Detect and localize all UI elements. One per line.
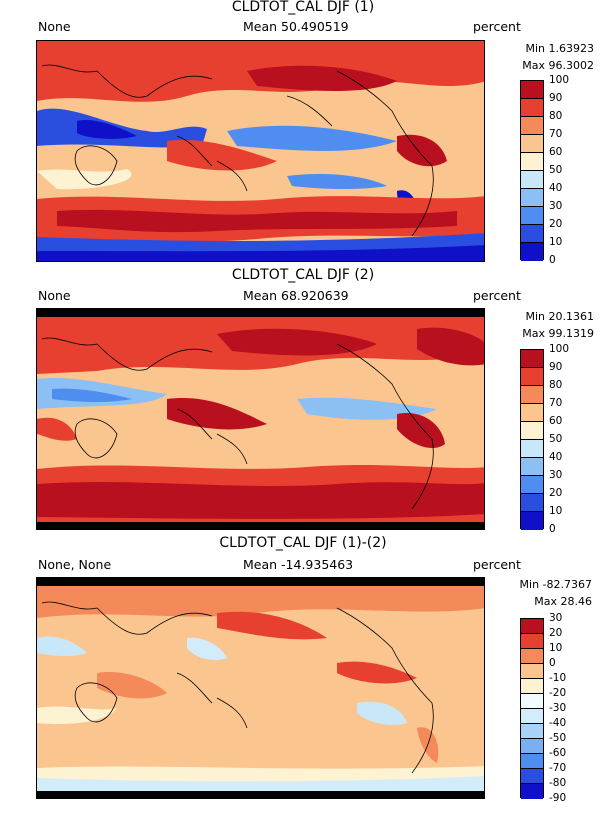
panel-2-mean: Mean 68.920639 (243, 288, 349, 303)
panel-2-tick: 30 (549, 469, 563, 481)
panel-2-cbar-seg-7 (521, 404, 543, 422)
panel-3-tick: -20 (549, 687, 567, 699)
panel-2-cbar-seg-3 (521, 476, 543, 494)
panel-1-tick: 30 (549, 200, 563, 212)
panel-3-cbar-seg-1 (521, 784, 543, 799)
panel-2-tick: 10 (549, 505, 563, 517)
panel-3-tick: -90 (549, 792, 567, 804)
panel-1-tick: 0 (549, 254, 556, 266)
panel-1-tick: 90 (549, 92, 563, 104)
panel-2-tick: 80 (549, 379, 563, 391)
panel-2-cbar-seg-9 (521, 368, 543, 386)
panel-1-cbar-seg-2 (521, 225, 543, 243)
panel-3-tick: 30 (549, 612, 563, 624)
panel-2-map (36, 308, 485, 530)
panel-1: CLDTOT_CAL DJF (1) None Mean 50.490519 p… (0, 0, 606, 270)
panel-1-map-field (37, 41, 484, 261)
panel-3-colorbar (520, 618, 544, 799)
panel-1-tick: 80 (549, 110, 563, 122)
panel-1-tick: 40 (549, 182, 563, 194)
panel-2-tick: 100 (549, 343, 570, 355)
panel-2-tick: 0 (549, 523, 556, 535)
panel-3-map (36, 577, 485, 799)
panel-1-tick: 60 (549, 146, 563, 158)
panel-1-cbar-seg-1 (521, 243, 543, 261)
panel-1-cbar-seg-7 (521, 135, 543, 153)
panel-3-cbar-seg-7 (521, 694, 543, 709)
panel-1-left-label: None (38, 19, 71, 34)
panel-3-tick: 10 (549, 642, 563, 654)
panel-3-map-field (37, 578, 484, 798)
panel-2-cbar-seg-2 (521, 494, 543, 512)
panel-2-cbar-seg-5 (521, 440, 543, 458)
panel-3-cbar-seg-2 (521, 769, 543, 784)
panel-3: CLDTOT_CAL DJF (1)-(2) None, None Mean -… (0, 536, 606, 814)
panel-2-cbar-seg-10 (521, 350, 543, 368)
panel-2-tick: 20 (549, 487, 563, 499)
panel-3-cbar-seg-5 (521, 724, 543, 739)
panel-3-left-label: None, None (38, 557, 112, 572)
panel-1-cbar-seg-9 (521, 99, 543, 117)
panel-2-cbar-seg-8 (521, 386, 543, 404)
panel-1-map (36, 40, 485, 262)
panel-2-map-field (37, 309, 484, 529)
panel-3-tick: -10 (549, 672, 567, 684)
panel-1-cbar-seg-4 (521, 189, 543, 207)
panel-3-tick: -60 (549, 747, 567, 759)
panel-3-tick: -40 (549, 717, 567, 729)
panel-2-cbar-seg-6 (521, 422, 543, 440)
panel-1-colorbar (520, 80, 544, 261)
panel-2: CLDTOT_CAL DJF (2) None Mean 68.920639 p… (0, 268, 606, 538)
panel-1-title: CLDTOT_CAL DJF (1) (231, 0, 375, 15)
panel-2-cbar-seg-4 (521, 458, 543, 476)
panel-2-tick: 40 (549, 451, 563, 463)
panel-3-tick: -70 (549, 762, 567, 774)
panel-3-cbar-seg-12 (521, 619, 543, 634)
panel-2-tick: 60 (549, 415, 563, 427)
panel-3-tick: -30 (549, 702, 567, 714)
panel-2-tick: 50 (549, 433, 563, 445)
panel-3-tick: 0 (549, 657, 556, 669)
panel-1-tick: 50 (549, 164, 563, 176)
panel-2-units: percent (473, 288, 521, 303)
panel-3-tick: 20 (549, 627, 563, 639)
panel-3-cbar-seg-8 (521, 679, 543, 694)
panel-1-cbar-seg-6 (521, 153, 543, 171)
panel-3-title: CLDTOT_CAL DJF (1)-(2) (219, 535, 387, 551)
panel-1-cbar-seg-8 (521, 117, 543, 135)
panel-1-cbar-seg-5 (521, 171, 543, 189)
panel-3-cbar-seg-10 (521, 649, 543, 664)
panel-2-max: Max 99.1319 (522, 327, 594, 340)
panel-2-left-label: None (38, 288, 71, 303)
panel-3-mean: Mean -14.935463 (243, 557, 354, 572)
panel-1-tick: 10 (549, 236, 563, 248)
panel-3-cbar-seg-6 (521, 709, 543, 724)
panel-1-tick: 70 (549, 128, 563, 140)
panel-1-tick: 100 (549, 74, 570, 86)
panel-1-max: Max 96.3002 (522, 59, 594, 72)
panel-2-colorbar (520, 349, 544, 530)
panel-3-tick: -80 (549, 777, 567, 789)
panel-3-cbar-seg-3 (521, 754, 543, 769)
panel-3-cbar-seg-4 (521, 739, 543, 754)
panel-3-tick: -50 (549, 732, 567, 744)
panel-1-cbar-seg-3 (521, 207, 543, 225)
panel-3-units: percent (473, 557, 521, 572)
panel-2-tick: 90 (549, 361, 563, 373)
panel-3-min: Min -82.7367 (519, 578, 592, 591)
panel-1-cbar-seg-10 (521, 81, 543, 99)
panel-2-min: Min 20.1361 (525, 310, 594, 323)
panel-2-title: CLDTOT_CAL DJF (2) (231, 267, 375, 283)
panel-1-tick: 20 (549, 218, 563, 230)
panel-3-max: Max 28.46 (534, 595, 592, 608)
panel-1-mean: Mean 50.490519 (243, 19, 349, 34)
panel-3-cbar-seg-11 (521, 634, 543, 649)
panel-2-cbar-seg-1 (521, 512, 543, 530)
panel-2-tick: 70 (549, 397, 563, 409)
panel-1-units: percent (473, 19, 521, 34)
panel-1-min: Min 1.63923 (525, 42, 594, 55)
panel-3-cbar-seg-9 (521, 664, 543, 679)
